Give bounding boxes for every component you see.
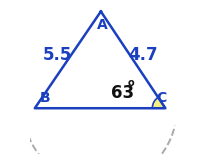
Text: 5.5: 5.5 bbox=[42, 46, 72, 64]
Text: 4.7: 4.7 bbox=[128, 46, 158, 64]
Text: C: C bbox=[156, 91, 167, 105]
Text: A: A bbox=[97, 18, 108, 31]
Text: 63: 63 bbox=[111, 84, 134, 102]
Wedge shape bbox=[152, 97, 165, 108]
Text: B: B bbox=[39, 91, 50, 105]
Text: o: o bbox=[128, 78, 135, 88]
